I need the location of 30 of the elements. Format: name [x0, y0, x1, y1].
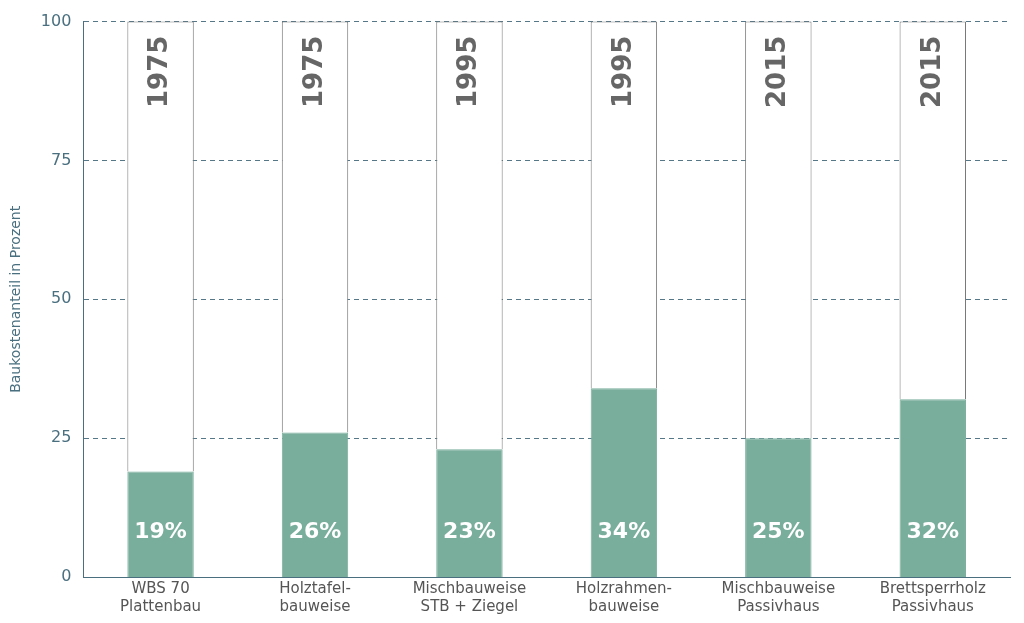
y-tick-label: 100: [40, 10, 72, 30]
data-label: 26%: [288, 517, 342, 543]
x-tick-label: Holzrahmen- bauweise: [575, 578, 672, 615]
data-label: 32%: [906, 517, 960, 543]
bar: [590, 388, 658, 577]
y-tick-label: 75: [50, 149, 72, 169]
annotation: 1995: [452, 35, 483, 108]
data-label: 25%: [752, 517, 805, 543]
annotation: 1975: [143, 35, 174, 108]
x-tick-label: Mischbauweise Passivhaus: [721, 578, 836, 615]
annotation: 2015: [761, 35, 792, 108]
annotation: 1975: [297, 35, 328, 108]
bar: [745, 438, 812, 577]
x-tick-label: WBS 70 Plattenbau: [120, 578, 202, 615]
x-tick-label: Holztafel- bauweise: [279, 578, 351, 615]
x-tick-label: Brettsperrholz Passivhaus: [879, 578, 987, 615]
y-tick-label: 0: [61, 566, 72, 586]
bar: [281, 432, 349, 577]
y-axis-title: Baukostenanteil in Prozent: [7, 205, 24, 393]
y-tick-label: 50: [50, 288, 72, 308]
x-tick-label: Mischbauweise STB + Ziegel: [412, 578, 527, 615]
data-label: 19%: [134, 517, 187, 543]
bar: [899, 399, 966, 577]
bar: [436, 449, 503, 577]
annotation: 2015: [915, 35, 946, 108]
y-tick-label: 25: [50, 427, 72, 447]
annotation: 1995: [606, 35, 637, 108]
data-label: 23%: [443, 517, 496, 543]
bar: [127, 471, 194, 577]
data-label: 34%: [597, 517, 651, 543]
